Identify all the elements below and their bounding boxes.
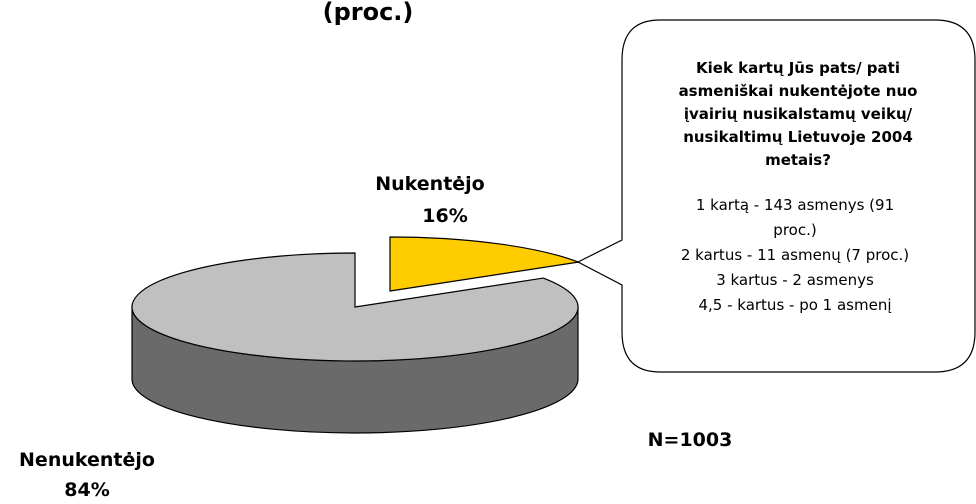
callout-line: 2 kartus - 11 asmenų (7 proc.) [681,246,909,264]
slice-label: Nukentėjo [375,173,485,195]
callout-line: proc.) [773,221,816,239]
sample-size: N=1003 [648,429,733,451]
callout-line: 4,5 - kartus - po 1 asmenį [698,296,891,314]
chart-title: (proc.) [323,0,414,26]
slice-value-label: 16% [422,205,467,227]
callout-line: 3 kartus - 2 asmenys [716,271,874,289]
pie-slice [389,236,581,292]
callout-title-line: nusikaltimų Lietuvoje 2004 [683,128,913,146]
callout-title-line: įvairių nusikalstamų veikų/ [684,105,913,123]
slice-value-label: 84% [64,479,109,501]
callout-title-line: Kiek kartų Jūs pats/ pati [696,59,900,77]
slice-label: Nenukentėjo [19,449,155,471]
callout-text: Kiek kartų Jūs pats/ pati asmeniškai nuke… [679,59,918,314]
callout-line: 1 kartą - 143 asmenys (91 [696,196,894,214]
callout-title-line: metais? [765,151,831,169]
callout-title-line: asmeniškai nukentėjote nuo [679,82,918,100]
pie [131,236,581,434]
pie-slice [131,252,579,362]
callout-box [576,19,976,373]
